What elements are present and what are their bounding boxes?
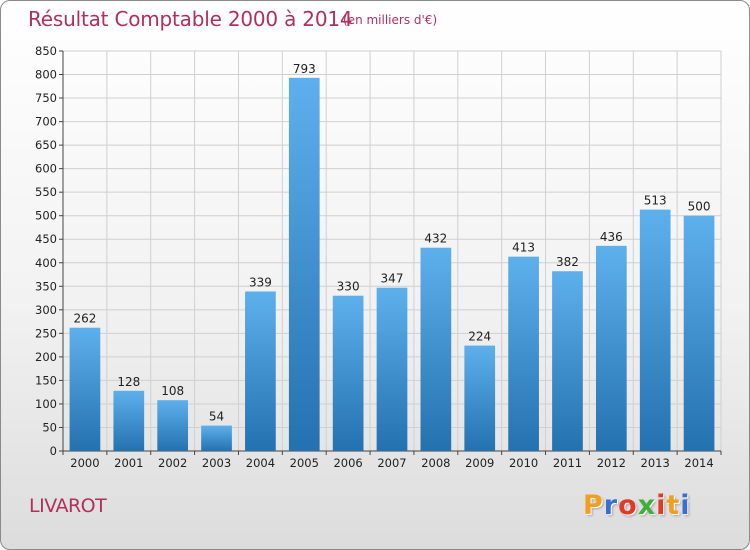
bar-2003 <box>201 425 232 451</box>
x-tick-label-2000: 2000 <box>70 456 99 470</box>
data-label-2008: 432 <box>424 232 447 246</box>
logo-letter: o <box>618 490 638 521</box>
bar-2001 <box>113 390 145 451</box>
bar-2013 <box>639 209 671 451</box>
city-name: LIVAROT <box>29 495 107 517</box>
data-label-2006: 330 <box>337 280 360 294</box>
x-tick-label-2002: 2002 <box>158 456 187 470</box>
data-label-2000: 262 <box>73 312 96 326</box>
data-label-2012: 436 <box>600 230 623 244</box>
bar-2005 <box>288 77 320 451</box>
logo-letter: r <box>603 490 619 521</box>
x-tick-label-2011: 2011 <box>553 456 582 470</box>
x-tick-label-2012: 2012 <box>597 456 626 470</box>
y-tick-label: 500 <box>35 209 57 223</box>
bar-2008 <box>420 247 452 451</box>
x-tick-label-2004: 2004 <box>246 456 275 470</box>
bar-2009 <box>464 345 496 451</box>
x-tick-label-2003: 2003 <box>202 456 231 470</box>
data-label-2001: 128 <box>117 375 140 389</box>
bar-2006 <box>332 295 364 451</box>
data-label-2002: 108 <box>161 384 184 398</box>
data-label-2004: 339 <box>249 275 272 289</box>
data-label-2010: 413 <box>512 241 535 255</box>
y-tick-label: 50 <box>42 420 57 434</box>
y-tick-label: 0 <box>50 444 57 458</box>
data-label-2011: 382 <box>556 255 579 269</box>
y-tick-label: 250 <box>35 326 57 340</box>
chart-title: Résultat Comptable 2000 à 2014 <box>28 7 353 31</box>
x-tick-label-2001: 2001 <box>114 456 143 470</box>
logo-letter: i <box>656 490 667 521</box>
bar-2010 <box>508 256 539 451</box>
y-tick-label: 150 <box>35 373 57 387</box>
bar-2012 <box>595 245 627 451</box>
y-tick-label: 850 <box>35 44 57 58</box>
y-tick-label: 400 <box>35 256 57 270</box>
data-label-2014: 500 <box>688 200 711 214</box>
logo-letter: x <box>637 490 657 521</box>
x-tick-label-2006: 2006 <box>333 456 362 470</box>
x-tick-label-2010: 2010 <box>509 456 538 470</box>
x-tick-label-2009: 2009 <box>465 456 494 470</box>
data-label-2003: 54 <box>209 410 224 424</box>
x-tick-label-2005: 2005 <box>290 456 319 470</box>
x-tick-label-2007: 2007 <box>377 456 406 470</box>
x-tick-label-2008: 2008 <box>421 456 450 470</box>
chart-subtitle: (en milliers d'€) <box>343 13 438 27</box>
bar-2007 <box>376 287 408 451</box>
y-tick-label: 800 <box>35 68 57 82</box>
logo-letter: i <box>680 490 691 521</box>
data-label-2009: 224 <box>468 330 491 344</box>
data-label-2007: 347 <box>381 272 404 286</box>
x-tick-label-2013: 2013 <box>641 456 670 470</box>
y-tick-label: 350 <box>35 279 57 293</box>
logo-letter: P <box>583 490 604 521</box>
y-tick-label: 550 <box>35 185 57 199</box>
data-label-2005: 793 <box>293 62 316 76</box>
y-tick-label: 450 <box>35 232 57 246</box>
bar-2004 <box>245 291 276 451</box>
x-tick-label-2014: 2014 <box>684 456 713 470</box>
y-tick-label: 650 <box>35 138 57 152</box>
proxiti-logo: Proxiti <box>583 490 691 521</box>
bar-2000 <box>69 327 101 451</box>
y-tick-label: 100 <box>35 397 57 411</box>
bar-2002 <box>157 400 189 451</box>
bar-2011 <box>552 271 583 451</box>
y-tick-label: 700 <box>35 115 57 129</box>
bar-2014 <box>683 215 715 451</box>
data-label-2013: 513 <box>644 194 667 208</box>
y-tick-label: 200 <box>35 350 57 364</box>
y-tick-label: 600 <box>35 162 57 176</box>
y-tick-label: 750 <box>35 91 57 105</box>
y-tick-label: 300 <box>35 303 57 317</box>
logo-letter: t <box>666 490 681 521</box>
